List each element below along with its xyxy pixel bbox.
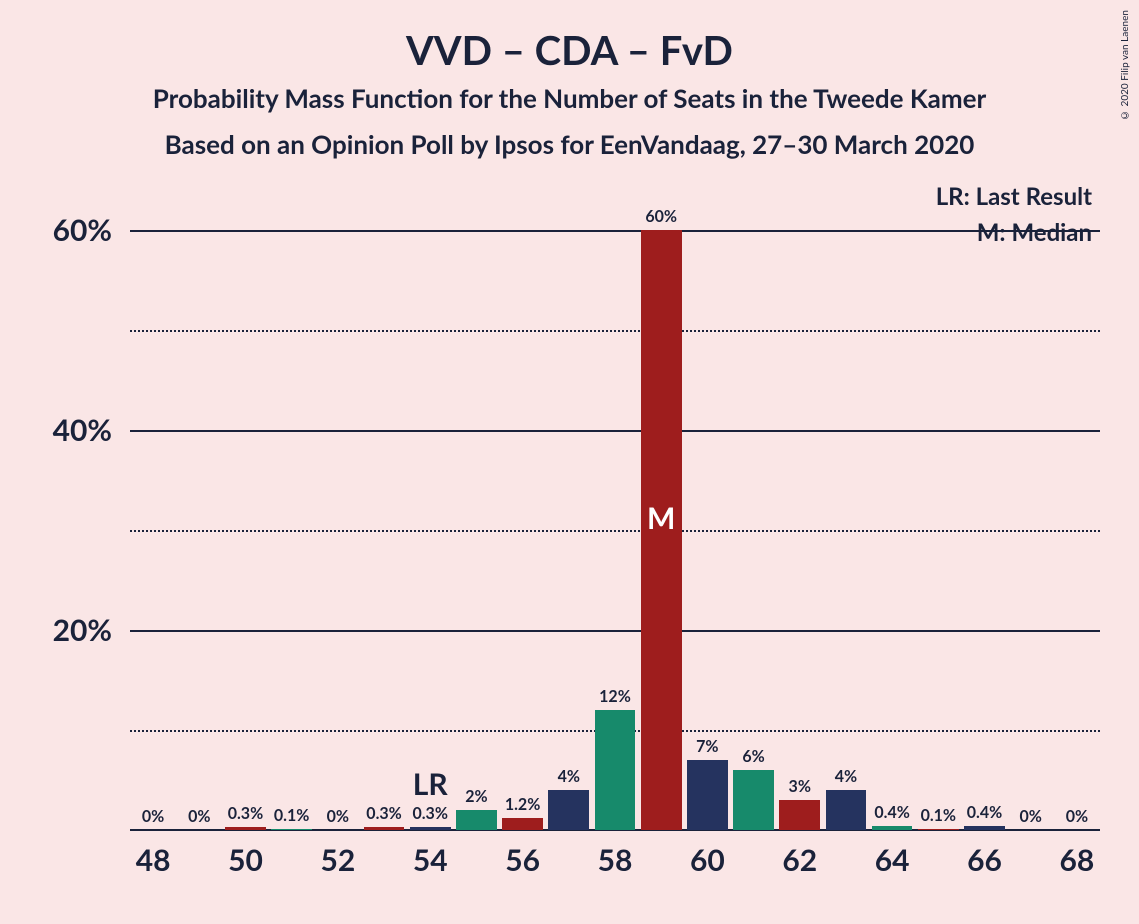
x-tick-label: 54 — [413, 842, 448, 878]
bar: 7% — [687, 760, 728, 830]
bar-value-label: 0.3% — [366, 804, 401, 823]
bar-value-label: 1.2% — [505, 795, 540, 814]
chart-plot-area: LR: Last Result M: Median 20%40%60%48505… — [130, 200, 1100, 830]
x-tick-label: 48 — [136, 842, 171, 878]
bar: 0.1% — [271, 829, 312, 830]
bar-value-label: 0% — [327, 807, 349, 826]
bar-value-label: 0.1% — [921, 806, 956, 825]
bar: 3% — [779, 800, 820, 830]
chart-subtitle-1: Probability Mass Function for the Number… — [0, 82, 1139, 114]
chart-title: VVD – CDA – FvD — [0, 26, 1139, 74]
bar-value-label: 60% — [645, 207, 677, 226]
x-tick-label: 62 — [782, 842, 817, 878]
bar: 12% — [595, 710, 636, 830]
y-tick-label: 60% — [53, 212, 112, 248]
gridline-major — [130, 630, 1100, 632]
bar-value-label: 0% — [1019, 807, 1041, 826]
bar-value-label: 4% — [558, 767, 580, 786]
bar: 0.1% — [918, 829, 959, 830]
legend-m: M: Median — [977, 218, 1092, 247]
x-tick-label: 58 — [598, 842, 633, 878]
bar: 0.3% — [225, 827, 266, 830]
bar-value-label: 0% — [142, 807, 164, 826]
x-tick-label: 68 — [1059, 842, 1094, 878]
bar-value-label: 0% — [1066, 807, 1088, 826]
gridline-minor — [130, 330, 1100, 332]
bar: 0.3% — [410, 827, 451, 830]
bar-value-label: 0.3% — [228, 804, 263, 823]
bar-value-label: 0.3% — [412, 804, 447, 823]
x-tick-label: 60 — [690, 842, 725, 878]
copyright-text: © 2020 Filip van Laenen — [1119, 10, 1131, 121]
bar-value-label: 3% — [789, 777, 811, 796]
x-tick-label: 66 — [967, 842, 1002, 878]
bar-value-label: 0% — [188, 807, 210, 826]
bar: 0.4% — [964, 826, 1005, 830]
bar-value-label: 4% — [835, 767, 857, 786]
bar: 4% — [826, 790, 867, 830]
x-tick-label: 50 — [228, 842, 263, 878]
y-tick-label: 20% — [53, 612, 112, 648]
bar-value-label: 0.4% — [967, 803, 1002, 822]
bar: 0.3% — [364, 827, 405, 830]
bar-value-label: 6% — [742, 747, 764, 766]
legend-lr: LR: Last Result — [936, 182, 1092, 211]
bar: 6% — [733, 770, 774, 830]
y-tick-label: 40% — [53, 412, 112, 448]
lr-annotation: LR — [413, 766, 448, 802]
bar: 1.2% — [502, 818, 543, 830]
bar: 0.4% — [872, 826, 913, 830]
bar-value-label: 7% — [696, 737, 718, 756]
bar-value-label: 2% — [465, 787, 487, 806]
x-tick-label: 56 — [505, 842, 540, 878]
bar-value-label: 0.1% — [274, 806, 309, 825]
x-tick-label: 64 — [875, 842, 910, 878]
median-annotation: M — [647, 500, 675, 536]
gridline-major — [130, 230, 1100, 232]
bar-value-label: 12% — [599, 687, 631, 706]
x-tick-label: 52 — [320, 842, 355, 878]
bar: 4% — [548, 790, 589, 830]
gridline-minor — [130, 530, 1100, 532]
bar: 2% — [456, 810, 497, 830]
gridline-major — [130, 430, 1100, 432]
chart-subtitle-2: Based on an Opinion Poll by Ipsos for Ee… — [0, 128, 1139, 160]
bar-value-label: 0.4% — [874, 803, 909, 822]
